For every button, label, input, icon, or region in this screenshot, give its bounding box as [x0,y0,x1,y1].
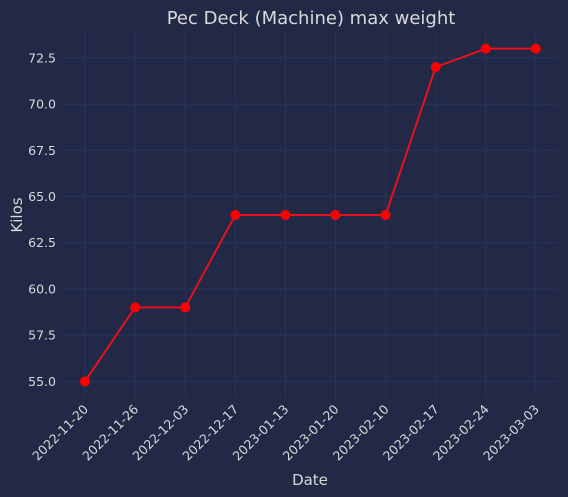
y-tick-label: 62.5 [28,235,56,250]
data-point [480,43,491,54]
y-axis: 55.0 57.5 60.0 62.5 65.0 67.5 70.0 72.5 [28,50,56,388]
y-tick-label: 70.0 [28,97,56,112]
data-point [80,376,90,387]
y-tick-label: 55.0 [28,374,56,389]
x-axis-label: Date [292,471,328,489]
y-tick-label: 57.5 [28,328,56,343]
y-tick-label: 60.0 [28,281,56,296]
data-point [280,210,291,220]
series-line [84,47,536,382]
data-point [130,302,141,313]
y-tick-label: 67.5 [28,143,56,158]
y-tick-label: 72.5 [28,50,56,65]
data-point [330,210,341,220]
chart-title: Pec Deck (Machine) max weight [167,8,456,29]
data-point [430,62,441,73]
data-point [530,43,541,54]
x-axis: 2022-11-202022-11-262022-12-032022-12-17… [29,401,542,463]
y-axis-label: Kilos [8,197,26,232]
data-point [380,210,391,220]
series [80,43,541,387]
data-point [230,210,241,220]
y-tick-label: 65.0 [28,189,56,204]
data-point [180,302,191,313]
